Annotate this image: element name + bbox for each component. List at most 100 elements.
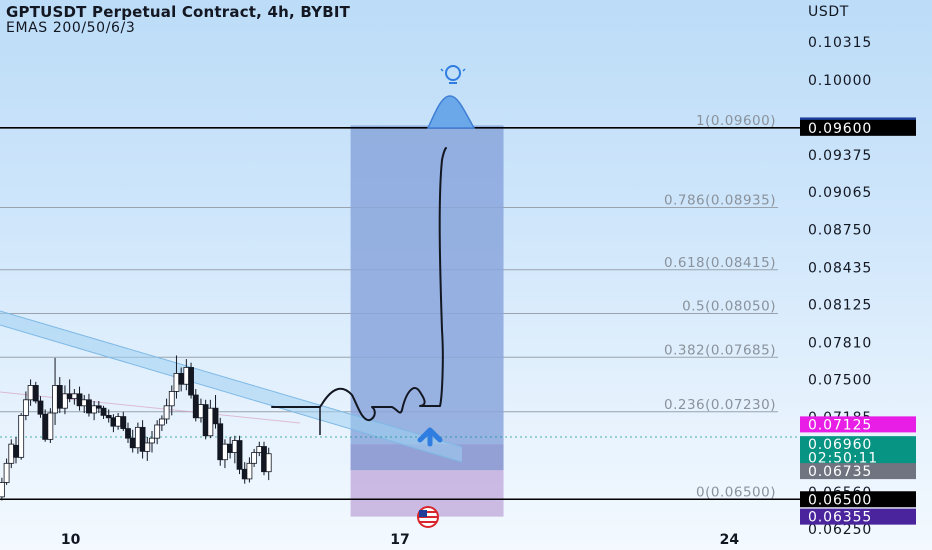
fib-level-label: 0.786(0.08935) [664,193,776,209]
candle-up [18,414,25,458]
candle-up [246,462,253,480]
candle-down [217,423,224,461]
candle-down [66,393,73,400]
candles [0,355,272,501]
candle-down [261,446,267,473]
candle-up [149,437,155,444]
price-tick-label: 0.07810 [808,335,872,351]
candle-up [115,416,122,427]
candle-down [202,404,209,437]
candle-down [236,440,243,470]
ema-line [0,391,301,424]
candle-down [139,426,146,452]
candle-up [3,462,10,483]
candle-up [0,482,5,498]
price-tag [800,463,916,480]
price-tag [800,491,916,508]
time-tick-label: 24 [720,532,740,548]
time-axis[interactable]: 10 17 24 [61,532,740,548]
indicator-label[interactable]: EMAS 200/50/6/3 [6,20,136,36]
price-tag-label: 02:50:11 [808,451,878,467]
fib-level-label: 0.382(0.07685) [664,342,776,358]
candle-down [192,394,199,419]
target-zone [350,125,504,445]
candle-up [154,424,161,439]
horizontal-levels [0,127,802,501]
time-tick-label: 17 [390,532,409,548]
price-tag [800,119,916,136]
candle-up [22,399,29,416]
candle-up [256,446,263,453]
candle-down [129,437,136,449]
price-tag [800,416,916,433]
candle-down [227,443,234,453]
price-tag-label: 0.06960 [808,437,872,453]
candle-up [163,405,170,420]
candle-up [81,399,88,407]
candle-up [207,407,214,437]
currency-label: USDT [808,4,849,20]
price-tags: 0.096200.096000.071250.0696002:50:110.06… [800,117,916,526]
candle-down [178,373,185,385]
price-tick-label: 0.10000 [808,73,872,89]
candle-up [71,393,78,400]
price-tick-label: 0.06250 [808,522,872,538]
candle-up [183,367,190,385]
fib-level-label: 0(0.06500) [696,484,776,500]
price-tick-label: 0.08125 [808,298,872,314]
trend-channel[interactable] [0,310,463,463]
channel-band [0,311,462,462]
candle-up [222,443,228,461]
candle-up [27,385,34,401]
candle-down [86,399,92,414]
price-tag [800,449,916,466]
candle-up [91,405,98,414]
flag-icon[interactable] [417,506,439,528]
candle-up [173,373,180,392]
candle-up [158,418,165,426]
candle-up [168,391,175,407]
candle-down [212,407,219,425]
channel-lower-line [0,324,463,463]
candle-down [188,367,194,396]
price-tick-label: 0.07500 [808,372,872,388]
candle-up [231,440,238,453]
candle-up [8,443,15,464]
long-position-tool[interactable] [350,125,504,517]
candle-down [42,413,49,440]
candle-up [52,385,58,414]
candle-down [110,417,117,427]
price-axis[interactable]: 0.10315 0.10000 0.09375 0.09065 0.08750 0.084… [808,35,872,538]
price-tag-label: 0.09600 [808,121,872,137]
price-tick-label: 0.10315 [808,35,872,51]
idea-hump [426,95,476,129]
candle-down [32,385,39,402]
time-tick-label: 10 [61,532,81,548]
price-tag-label: 0.06500 [808,492,872,508]
price-tag-label: 0.06735 [808,464,872,480]
candle-down [56,385,63,409]
price-tag [800,436,916,453]
candle-down [105,414,112,419]
freehand-drawing[interactable] [271,147,447,435]
candle-up [251,452,258,464]
candle-down [120,416,127,429]
candle-up [134,426,141,449]
candle-up [144,442,151,452]
fib-level-label: 0.618(0.08415) [664,255,776,271]
fib-level-label: 0.236(0.07230) [664,397,776,413]
up-arrow-icon [417,427,443,447]
idea-marker[interactable] [426,65,476,129]
projection-path [271,147,447,422]
candle-down [37,400,44,415]
chart-title: GPTUSDT Perpetual Contract, 4h, BYBIT [6,3,351,21]
price-tag-label: 0.06355 [808,510,872,526]
candle-down [76,393,83,407]
candle-down [241,468,248,480]
lightbulb-icon [440,65,466,84]
price-tick-label: 0.08435 [808,260,872,276]
candle-down [13,444,19,458]
price-tick-label: 0.08750 [808,223,872,239]
price-tag [800,508,916,525]
